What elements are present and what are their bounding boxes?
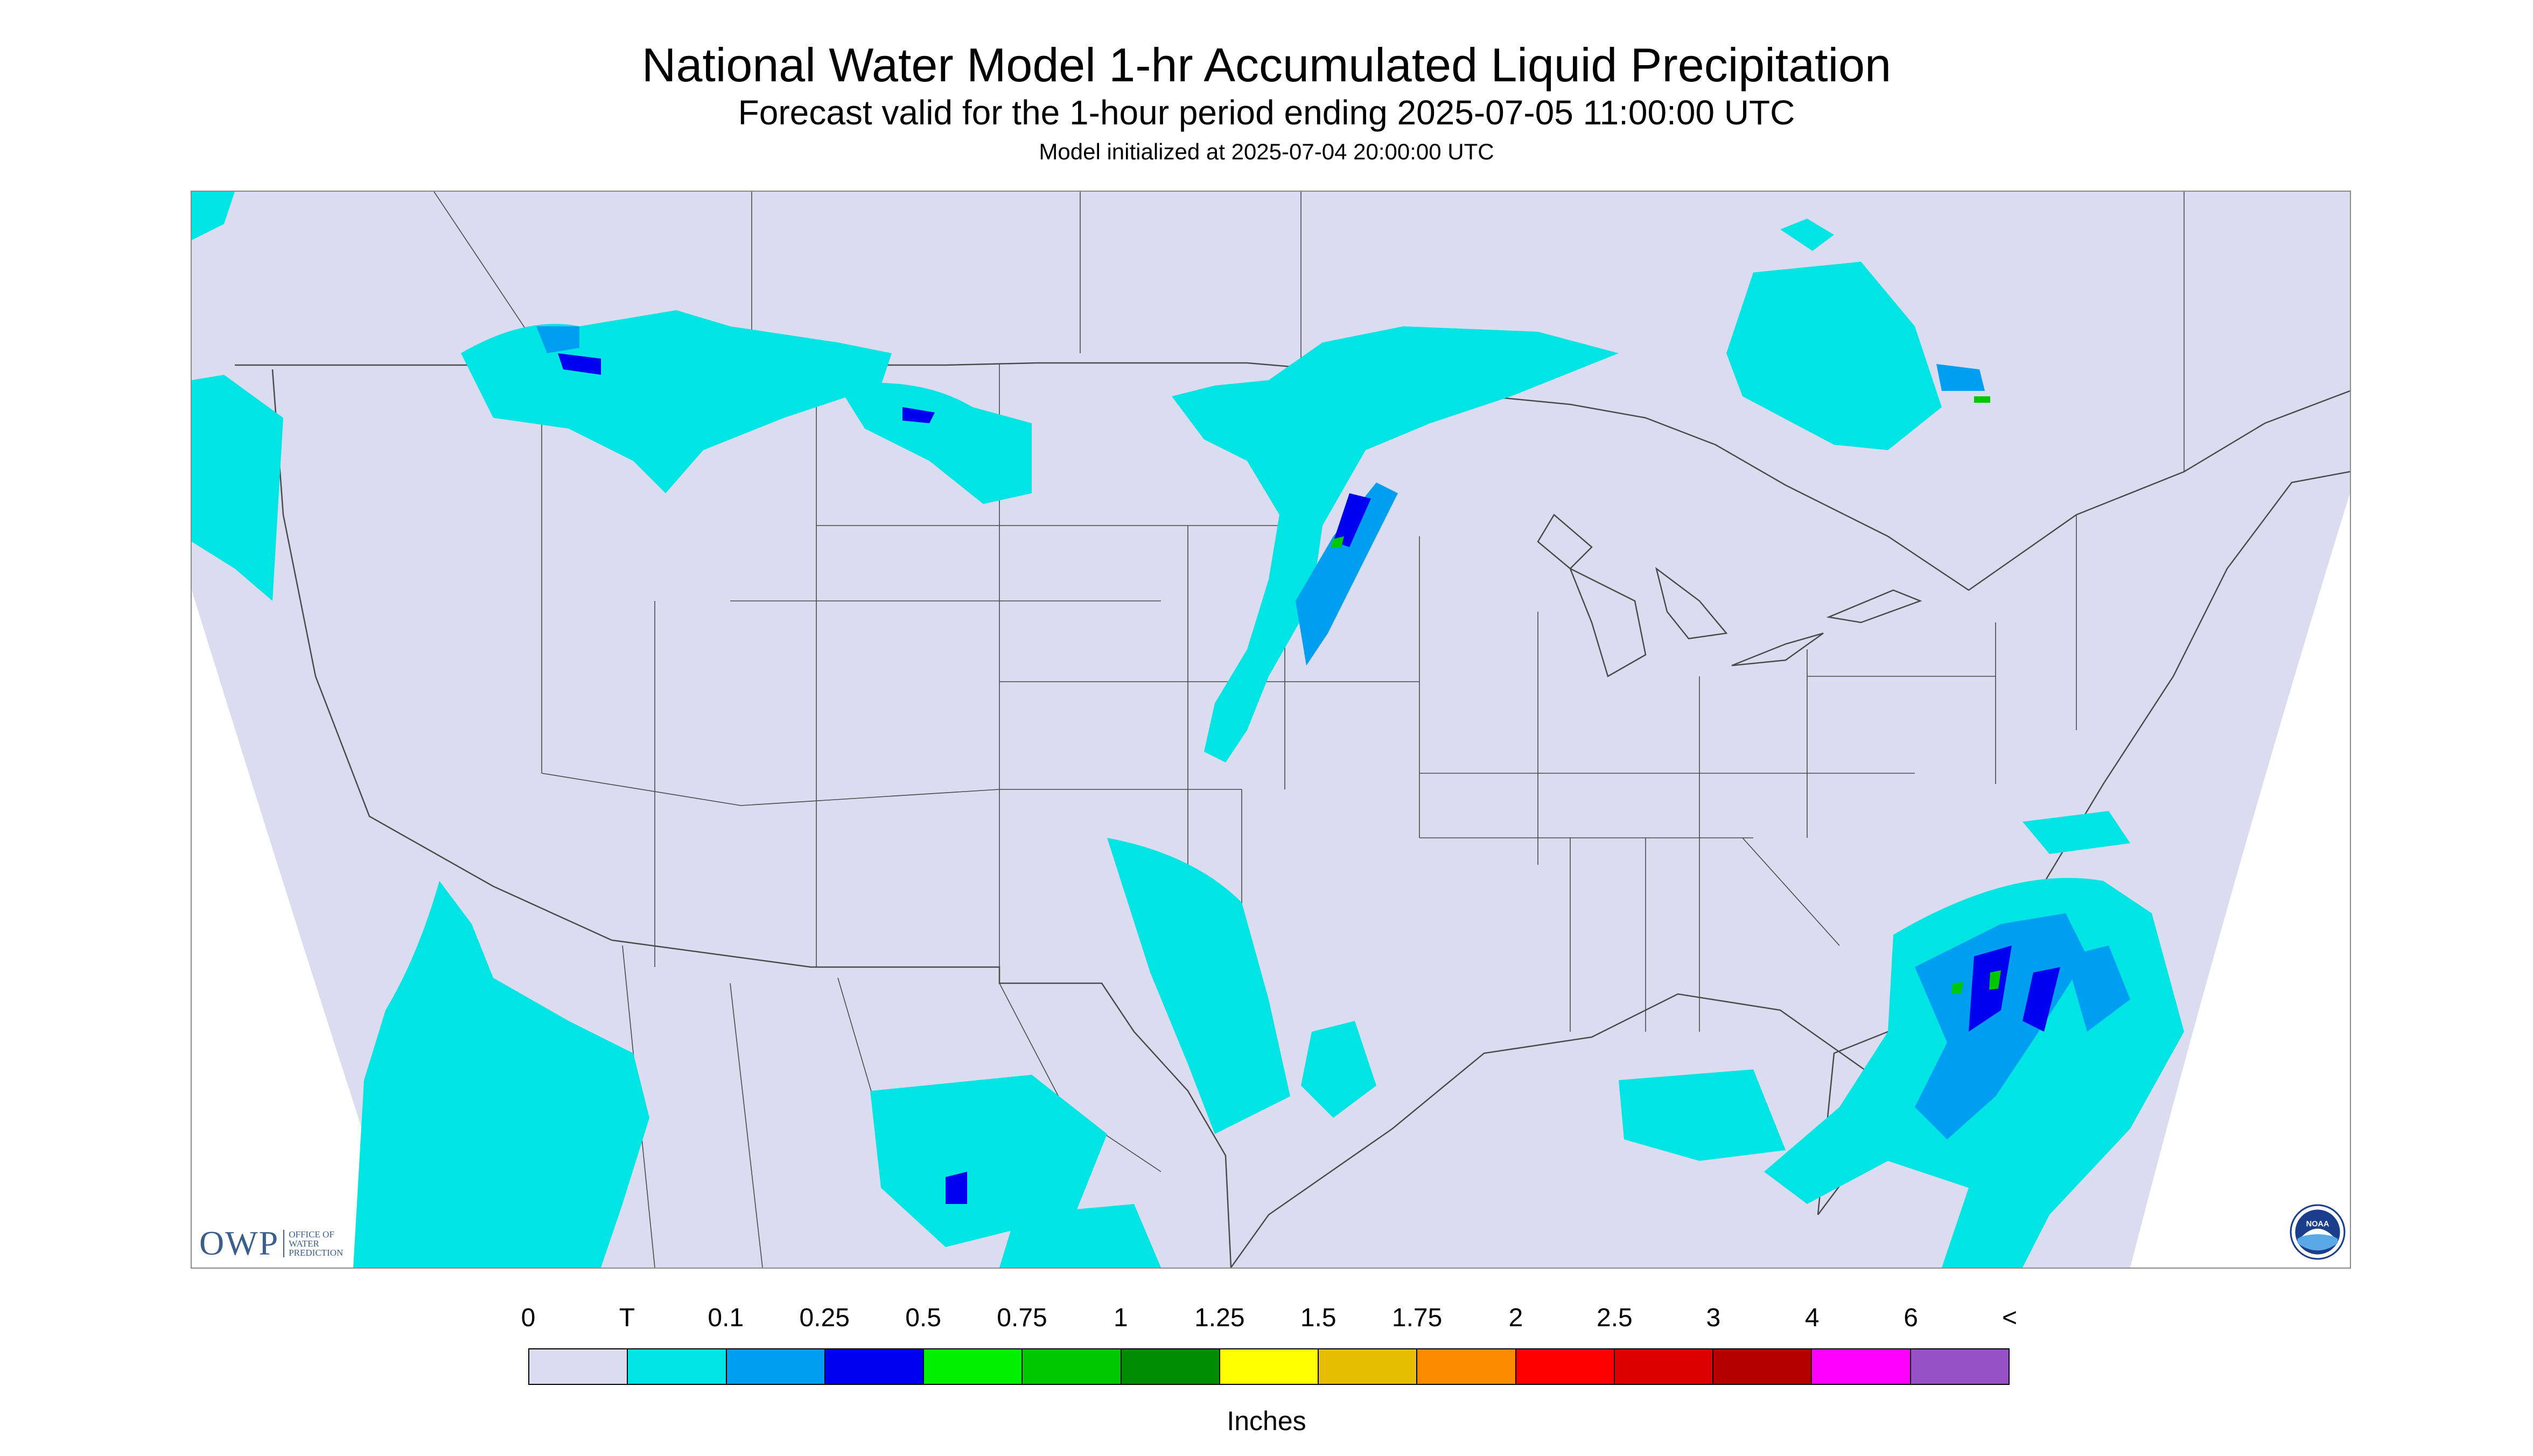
us-mexico-border xyxy=(611,939,1232,1268)
domain-edge-right xyxy=(2130,493,2350,1268)
legend-label-7: 1.25 xyxy=(1194,1304,1245,1332)
legend-swatch-13 xyxy=(1812,1349,1911,1384)
legend-label-4: 0.5 xyxy=(905,1304,941,1332)
owp-logo-subtext: OFFICE OF WATER PREDICTION xyxy=(283,1229,359,1257)
owp-logo-text: OWP xyxy=(199,1224,279,1262)
legend-label-11: 2.5 xyxy=(1597,1304,1633,1332)
legend-label-3: 0.25 xyxy=(799,1304,850,1332)
owp-logo: OWP OFFICE OF WATER PREDICTION xyxy=(199,1223,359,1263)
map-title: National Water Model 1-hr Accumulated Li… xyxy=(641,38,1892,92)
legend-swatch-5 xyxy=(1023,1349,1122,1384)
legend-label-15: < xyxy=(2002,1304,2018,1332)
legend-swatch-8 xyxy=(1319,1349,1418,1384)
legend-swatch-6 xyxy=(1121,1349,1220,1384)
great-lakes xyxy=(1537,514,1922,677)
political-boundaries xyxy=(235,192,2350,1268)
legend-swatch-3 xyxy=(825,1349,925,1384)
legend-swatch-10 xyxy=(1516,1349,1615,1384)
noaa-logo-icon: NOAA xyxy=(2290,1204,2346,1260)
legend-label-6: 1 xyxy=(1114,1304,1128,1332)
canada-provinces xyxy=(433,192,2185,472)
legend-label-2: 0.1 xyxy=(708,1304,744,1332)
legend-label-1: T xyxy=(619,1304,635,1332)
precip-moderate xyxy=(558,353,2060,1204)
legend-label-9: 1.75 xyxy=(1391,1304,1443,1332)
legend-label-14: 6 xyxy=(1904,1304,1918,1332)
legend-units: Inches xyxy=(1227,1406,1306,1436)
map-subtitle: Forecast valid for the 1-hour period end… xyxy=(738,93,1795,132)
legend-label-10: 2 xyxy=(1508,1304,1523,1332)
legend-swatch-4 xyxy=(924,1349,1023,1384)
precipitation-map xyxy=(191,191,2351,1269)
legend-swatch-1 xyxy=(628,1349,727,1384)
legend-swatch-9 xyxy=(1417,1349,1516,1384)
legend-label-5: 0.75 xyxy=(997,1304,1047,1332)
forecast-domain xyxy=(192,192,2350,1268)
legend-label-8: 1.5 xyxy=(1300,1304,1337,1332)
legend-swatch-0 xyxy=(529,1349,628,1384)
legend-swatch-7 xyxy=(1220,1349,1319,1384)
legend-labels: 0 T 0.1 0.25 0.5 0.75 1 1.25 1.5 1.75 2 2.5 3 4 6 < xyxy=(0,1303,2533,1341)
legend-swatch-11 xyxy=(1614,1349,1714,1384)
domain-edge-left xyxy=(192,590,407,1268)
legend-swatch-12 xyxy=(1713,1349,1813,1384)
us-canada-border xyxy=(235,362,2350,591)
legend-label-0: 0 xyxy=(521,1304,536,1332)
legend-color-bar xyxy=(528,1348,2010,1385)
legend-swatch-14 xyxy=(1911,1349,2009,1384)
noaa-logo-text: NOAA xyxy=(2306,1220,2329,1229)
legend-swatch-2 xyxy=(726,1349,825,1384)
model-init-note: Model initialized at 2025-07-04 20:00:00… xyxy=(1039,139,1494,164)
map-canvas xyxy=(192,192,2350,1268)
legend-label-13: 4 xyxy=(1804,1304,1820,1332)
precip-light xyxy=(536,326,2130,1139)
legend-label-12: 3 xyxy=(1706,1304,1721,1332)
precip-heavy xyxy=(1331,396,2001,994)
